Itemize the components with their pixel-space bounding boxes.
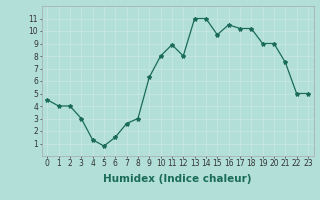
X-axis label: Humidex (Indice chaleur): Humidex (Indice chaleur) bbox=[103, 174, 252, 184]
